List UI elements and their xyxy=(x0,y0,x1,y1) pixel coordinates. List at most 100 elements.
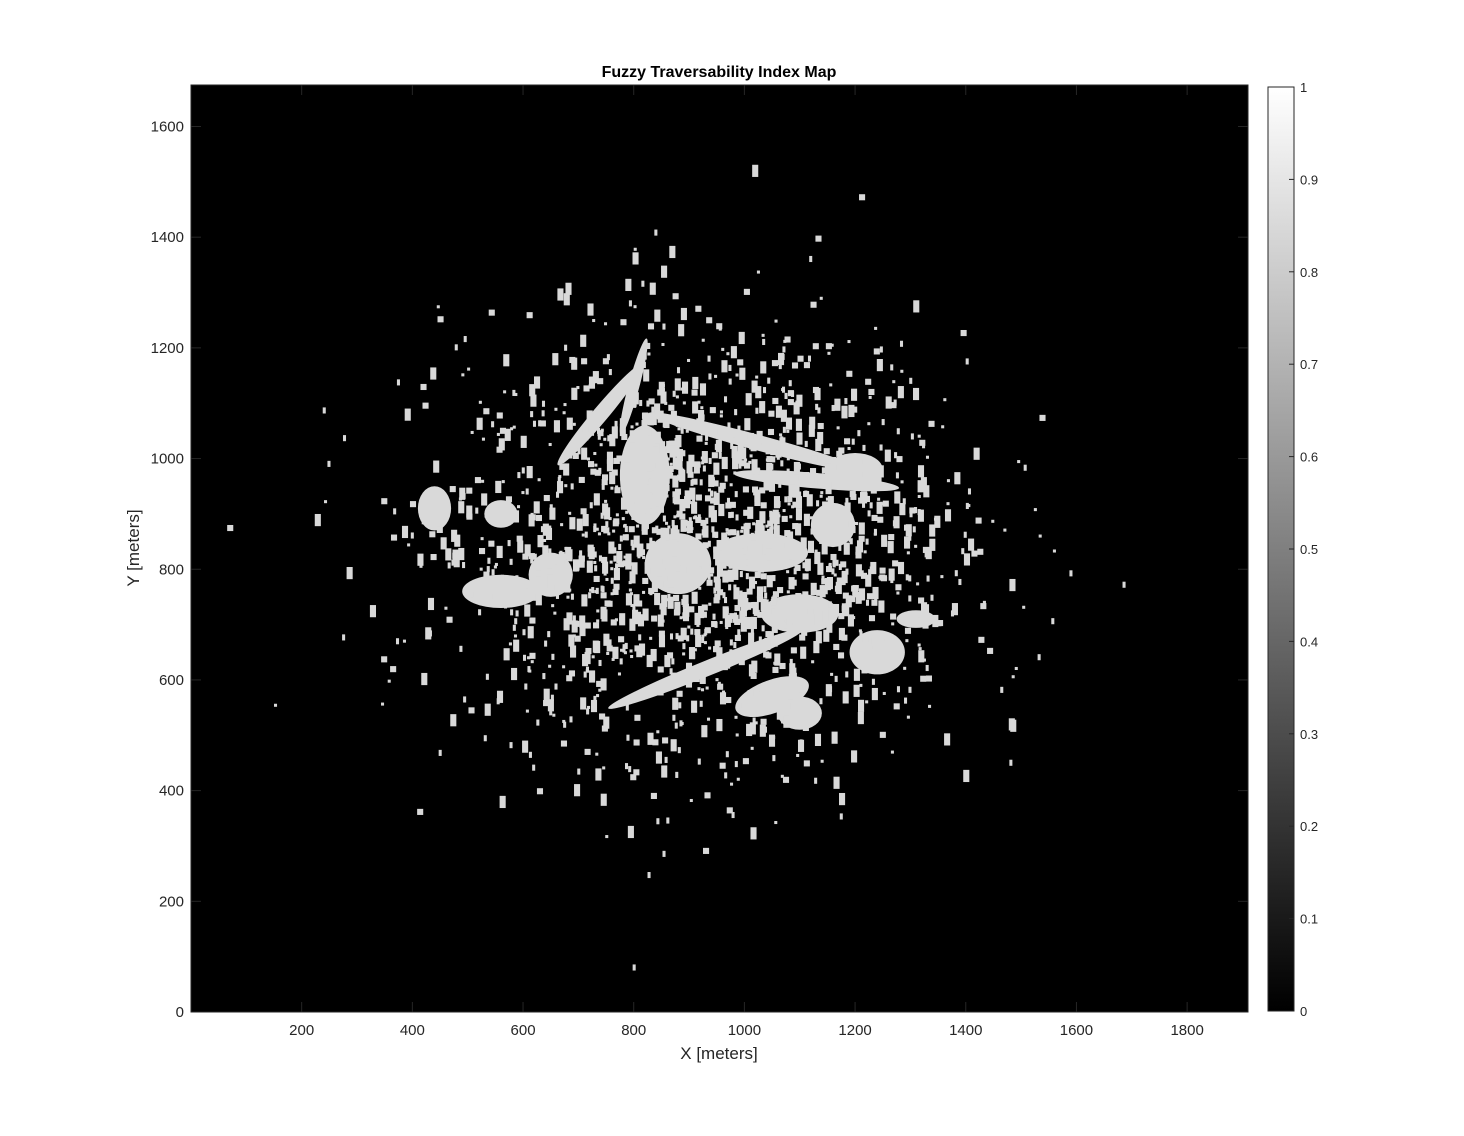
traversable-cell xyxy=(563,721,567,728)
traversable-cell xyxy=(961,548,965,555)
traversable-cell xyxy=(670,528,677,541)
traversable-cell xyxy=(510,585,517,592)
traversable-cell xyxy=(837,652,845,659)
traversable-cell xyxy=(882,691,886,695)
traversable-cell xyxy=(728,378,732,385)
traversable-cell xyxy=(785,417,793,430)
traversable-cell xyxy=(536,601,540,605)
traversable-cell xyxy=(615,485,619,492)
traversable-cell xyxy=(582,513,589,527)
traversable-cell xyxy=(604,499,608,503)
traversable-cell xyxy=(691,591,698,604)
traversable-cell xyxy=(849,596,856,603)
traversable-cell xyxy=(685,528,689,532)
traversable-cell xyxy=(869,502,873,509)
traversable-cell xyxy=(682,594,689,607)
traversable-cell xyxy=(659,474,666,488)
traversable-cell xyxy=(869,646,873,650)
traversable-cell xyxy=(561,456,565,463)
traversable-cell xyxy=(666,440,673,454)
traversable-cell xyxy=(665,681,669,688)
traversable-cell xyxy=(390,534,398,541)
traversable-cell xyxy=(764,592,768,599)
traversable-cell xyxy=(623,555,627,559)
traversable-cell xyxy=(541,410,545,417)
traversable-cell xyxy=(845,595,852,608)
traversable-cell xyxy=(650,648,657,662)
traversable-cell xyxy=(574,635,581,642)
y-tick-label: 800 xyxy=(159,561,184,578)
traversable-cell xyxy=(810,528,817,535)
traversable-cell xyxy=(591,432,595,436)
traversable-cell xyxy=(649,464,653,471)
traversable-cell xyxy=(543,495,550,502)
traversable-cell xyxy=(526,312,533,319)
traversable-cell xyxy=(855,546,862,559)
traversable-cell xyxy=(783,622,787,629)
traversable-cell xyxy=(719,762,726,769)
traversable-cell xyxy=(327,460,331,467)
traversable-cell xyxy=(733,587,740,600)
traversable-cell xyxy=(713,646,720,653)
traversable-cell xyxy=(732,457,739,470)
traversable-cell xyxy=(430,554,437,561)
traversable-cell xyxy=(594,469,601,476)
traversable-cell xyxy=(630,425,634,429)
traversable-cell xyxy=(579,623,586,637)
traversable-cell xyxy=(654,592,661,606)
traversable-cell xyxy=(702,465,706,472)
traversable-cell xyxy=(720,434,724,438)
traversable-cell xyxy=(666,817,670,824)
traversable-cell xyxy=(477,580,481,584)
traversable-cell xyxy=(530,512,534,516)
traversable-cell xyxy=(877,497,881,501)
traversable-cell xyxy=(755,386,762,399)
traversable-cell xyxy=(593,695,597,702)
traversable-cell xyxy=(510,609,514,616)
traversable-cell xyxy=(629,618,636,631)
traversable-cell xyxy=(1009,759,1013,766)
traversable-cell xyxy=(628,588,632,592)
traversable-cell xyxy=(630,774,637,781)
traversable-cell xyxy=(549,507,556,520)
x-tick-label: 400 xyxy=(400,1022,425,1039)
traversable-cell xyxy=(623,524,627,528)
traversable-cell xyxy=(858,658,862,666)
traversable-cell xyxy=(721,456,728,470)
traversable-cell xyxy=(619,613,626,626)
traversable-cell xyxy=(666,484,670,492)
traversable-cell xyxy=(501,509,508,516)
traversable-cell xyxy=(555,592,559,599)
traversable-cell xyxy=(697,400,701,404)
traversable-cell xyxy=(582,434,589,441)
traversable-cell xyxy=(516,505,521,509)
traversable-cell xyxy=(613,518,620,525)
traversable-cell xyxy=(751,459,758,472)
traversable-cell xyxy=(643,492,650,499)
traversable-cell xyxy=(654,309,661,322)
traversable-cell xyxy=(619,423,626,437)
traversable-cell xyxy=(788,559,795,566)
traversable-cell xyxy=(590,699,598,713)
traversable-cell xyxy=(763,535,770,548)
traversable-cell xyxy=(430,367,437,380)
traversable-cell xyxy=(503,648,510,661)
traversable-cell xyxy=(509,742,513,749)
traversable-cell xyxy=(744,616,752,630)
traversable-cell xyxy=(912,387,920,401)
traversable-cell xyxy=(658,486,662,490)
traversable-cell xyxy=(735,373,739,377)
traversable-cell xyxy=(648,587,655,594)
traversable-cell xyxy=(572,559,580,572)
traversable-cell xyxy=(740,548,747,555)
traversable-cell xyxy=(772,755,776,762)
traversable-cell xyxy=(687,584,691,591)
traversable-cell xyxy=(656,413,660,420)
traversable-cell xyxy=(572,634,576,638)
traversable-cell xyxy=(601,586,605,593)
traversable-cell xyxy=(739,571,743,578)
traversable-cell xyxy=(609,434,616,447)
traversable-cell xyxy=(596,609,600,613)
traversable-cell xyxy=(916,582,920,586)
traversable-cell xyxy=(758,525,765,538)
